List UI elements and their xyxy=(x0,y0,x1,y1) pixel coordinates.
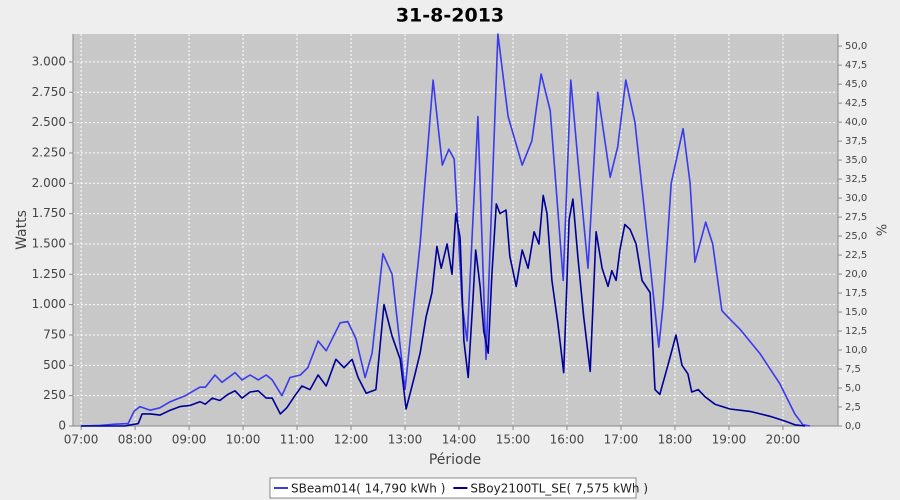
x-tick-label: 09:00 xyxy=(172,433,207,447)
y2-tick-label: 30,0 xyxy=(845,193,867,204)
y2-tick-label: 12,5 xyxy=(845,326,867,337)
y-tick-label: 3.000 xyxy=(32,54,66,68)
y2-tick-label: 0,0 xyxy=(845,421,861,432)
y2-tick-label: 45,0 xyxy=(845,79,867,90)
y-tick-label: 1.250 xyxy=(32,267,66,281)
x-tick-label: 10:00 xyxy=(226,433,261,447)
x-tick-label: 20:00 xyxy=(766,433,801,447)
x-axis-label: Période xyxy=(429,452,481,468)
y2-tick-label: 40,0 xyxy=(845,117,867,128)
y-tick-label: 2.250 xyxy=(32,145,66,159)
y-tick-label: 1.500 xyxy=(32,236,66,250)
series-line xyxy=(81,33,811,427)
y2-axis-label: % xyxy=(873,224,888,236)
y-tick-label: 2.750 xyxy=(32,85,66,99)
x-tick-label: 15:00 xyxy=(496,433,531,447)
legend-label: SBeam014( 14,790 kWh ) xyxy=(291,482,445,496)
y-tick-label: 0 xyxy=(58,419,66,433)
x-tick-label: 18:00 xyxy=(658,433,693,447)
y2-tick-label: 20,0 xyxy=(845,269,867,280)
x-tick-label: 14:00 xyxy=(442,433,477,447)
y2-tick-label: 7,5 xyxy=(845,364,861,375)
series-line xyxy=(81,194,806,427)
legend xyxy=(269,477,637,499)
y2-tick-label: 15,0 xyxy=(845,307,867,318)
y-tick-label: 750 xyxy=(43,327,66,341)
x-tick-label: 07:00 xyxy=(64,433,99,447)
y-tick-label: 1.750 xyxy=(32,206,66,220)
legend-label: SBoy2100TL_SE( 7,575 kWh ) xyxy=(470,482,648,496)
y2-tick-label: 27,5 xyxy=(845,212,867,223)
y2-tick-label: 42,5 xyxy=(845,98,867,109)
x-tick-label: 11:00 xyxy=(280,433,315,447)
y2-tick-label: 10,0 xyxy=(845,345,867,356)
y2-tick-label: 35,0 xyxy=(845,155,867,166)
x-tick-label: 08:00 xyxy=(118,433,153,447)
y2-tick-label: 37,5 xyxy=(845,136,867,147)
y2-tick-label: 17,5 xyxy=(845,288,867,299)
y-tick-label: 250 xyxy=(43,388,66,402)
x-tick-label: 19:00 xyxy=(712,433,747,447)
y2-tick-label: 2,5 xyxy=(845,402,861,413)
y-tick-label: 500 xyxy=(43,358,66,372)
x-tick-label: 17:00 xyxy=(604,433,639,447)
y2-tick-label: 47,5 xyxy=(845,60,867,71)
y2-tick-label: 25,0 xyxy=(845,231,867,242)
chart-title: 31-8-2013 xyxy=(396,5,504,27)
x-tick-label: 16:00 xyxy=(550,433,585,447)
y2-tick-label: 22,5 xyxy=(845,250,867,261)
y-tick-label: 2.500 xyxy=(32,115,66,129)
y-axis-label: Watts xyxy=(14,210,30,250)
y2-tick-label: 5,0 xyxy=(845,383,861,394)
x-tick-label: 12:00 xyxy=(334,433,369,447)
x-tick-label: 13:00 xyxy=(388,433,423,447)
y-tick-label: 2.000 xyxy=(32,176,66,190)
y2-tick-label: 50,0 xyxy=(845,41,867,52)
y2-tick-label: 32,5 xyxy=(845,174,867,185)
y-tick-label: 1.000 xyxy=(32,297,66,311)
